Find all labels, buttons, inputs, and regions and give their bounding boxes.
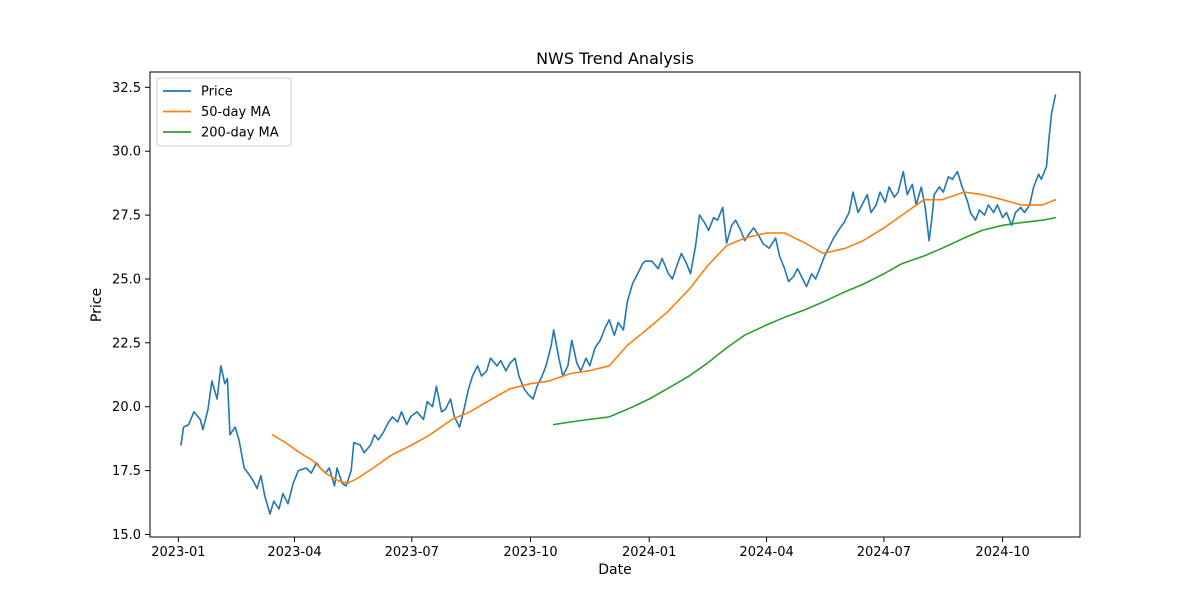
y-tick-label: 17.5	[112, 464, 141, 479]
y-tick-label: 25.0	[112, 273, 141, 288]
plot-area	[149, 71, 1081, 538]
y-tick-label: 20.0	[112, 400, 141, 415]
y-tick-label: 32.5	[112, 81, 141, 96]
y-tick-label: 15.0	[112, 528, 141, 543]
y-tick-label: 22.5	[112, 336, 141, 351]
legend-label-price: Price	[201, 85, 233, 100]
y-tick-label: 27.5	[112, 209, 141, 224]
y-axis-title: Price	[89, 288, 105, 322]
series-line-50-day-ma	[271, 191, 1057, 485]
x-tick-label: 2023-10	[503, 545, 557, 560]
x-tick-label: 2023-07	[385, 545, 439, 560]
series-line-price	[180, 94, 1057, 515]
series-line-200-day-ma	[552, 216, 1057, 426]
x-tick-label: 2024-01	[622, 545, 676, 560]
y-axis: 15.0 17.5 20.0 22.5 25.0 27.5 30.0 32.5	[112, 81, 150, 543]
legend-box	[156, 77, 292, 147]
x-tick-label: 2023-01	[151, 545, 205, 560]
legend-label-50-day-ma: 50-day MA	[201, 105, 270, 120]
x-tick-label: 2023-04	[267, 545, 321, 560]
legend: Price 50-day MA 200-day MA	[156, 77, 292, 147]
x-tick-label: 2024-10	[975, 545, 1029, 560]
x-tick-label: 2024-04	[739, 545, 793, 560]
x-tick-label: 2024-07	[857, 545, 911, 560]
legend-label-200-day-ma: 200-day MA	[201, 126, 279, 141]
x-axis: 2023-01 2023-04 2023-07 2023-10 2024-01 2024-…	[151, 537, 1030, 560]
plot-frame	[149, 71, 1081, 538]
series-layer	[180, 94, 1057, 515]
chart-title: NWS Trend Analysis	[536, 49, 694, 68]
x-axis-title: Date	[598, 562, 631, 578]
y-tick-label: 30.0	[112, 145, 141, 160]
